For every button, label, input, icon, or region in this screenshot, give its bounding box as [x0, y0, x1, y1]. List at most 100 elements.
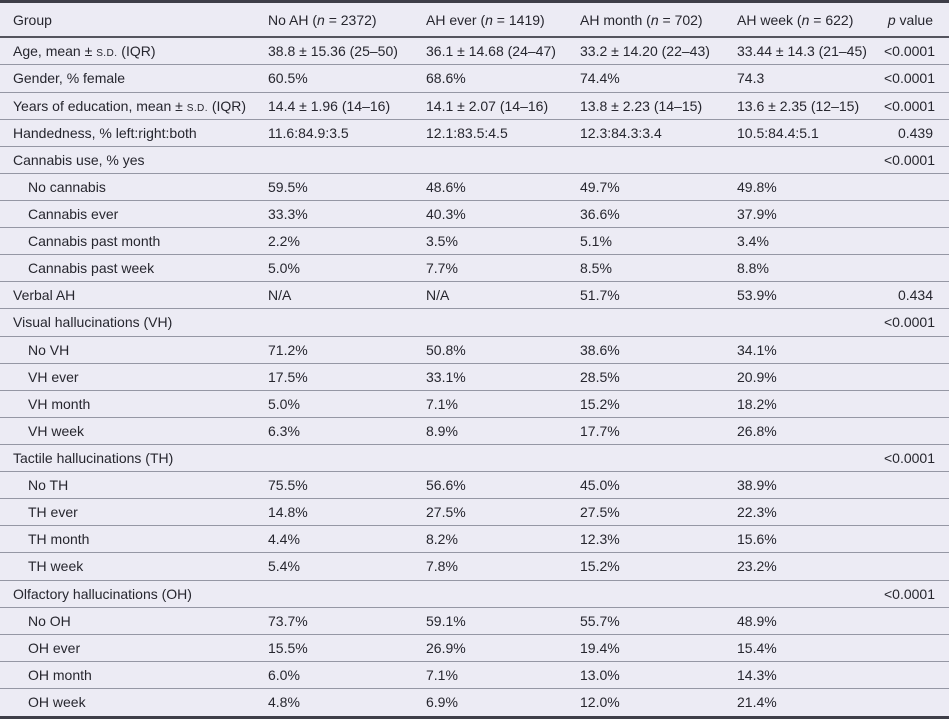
value-cell: 11.6:84.9:3.5	[255, 118, 413, 147]
value-cell: 7.8%	[413, 552, 567, 580]
value-cell: 8.2%	[413, 525, 567, 553]
value-cell: 36.1 ± 14.68 (24–47)	[426, 43, 556, 60]
group-cell: Cannabis past week	[0, 254, 255, 282]
group-cell: No cannabis	[0, 172, 255, 201]
value-cell: 49.7%	[567, 172, 724, 201]
value-cell	[413, 443, 567, 472]
group-cell: OH month	[0, 660, 255, 689]
value-cell	[255, 443, 413, 472]
value-cell: 8.5%	[567, 254, 724, 282]
header-row: Group No AH (n = 2372) AH ever (n = 1419) A…	[0, 1, 949, 38]
value-cell	[567, 145, 724, 174]
value-cell	[724, 308, 880, 337]
value-cell: 23.2%	[724, 552, 880, 580]
value-cell: 59.5%	[255, 172, 413, 201]
group-cell: VH month	[0, 389, 255, 418]
value-cell: 12.3:84.3:3.4	[567, 118, 724, 147]
table-row: Cannabis past week 5.0% 7.7% 8.5% 8.8%	[0, 254, 949, 282]
value-cell: 15.4%	[724, 633, 880, 662]
p-value-cell: <0.0001	[880, 579, 949, 608]
table-row: Verbal AH N/A N/A 51.7% 53.9% 0.434	[0, 281, 949, 309]
table-row: OH week 4.8% 6.9% 12.0% 21.4%	[0, 687, 949, 718]
value-cell: 68.6%	[413, 64, 567, 93]
p-value-cell	[880, 254, 949, 282]
table-row: OH month 6.0% 7.1% 13.0% 14.3%	[0, 660, 949, 689]
value-cell: N/A	[413, 281, 567, 309]
value-cell	[724, 579, 880, 608]
group-cell: TH week	[0, 552, 255, 580]
p-value-cell	[880, 227, 949, 255]
value-cell: 20.9%	[724, 362, 880, 391]
column-header-group: Group	[0, 1, 255, 38]
group-cell: VH week	[0, 416, 255, 445]
group-cell: Tactile hallucinations (TH)	[0, 443, 255, 472]
value-cell: 12.0%	[567, 687, 724, 718]
table-row: VH ever 17.5% 33.1% 28.5% 20.9%	[0, 362, 949, 391]
value-cell: 5.0%	[255, 254, 413, 282]
group-cell: Cannabis ever	[0, 199, 255, 228]
p-value-cell	[880, 660, 949, 689]
value-cell: 21.4%	[724, 687, 880, 718]
p-value-cell	[880, 633, 949, 662]
p-value-cell	[880, 389, 949, 418]
p-value-cell	[880, 362, 949, 391]
value-cell	[413, 579, 567, 608]
value-cell: 3.4%	[724, 227, 880, 255]
table-row: Tactile hallucinations (TH) <0.0001	[0, 443, 949, 472]
italic-symbol: n	[801, 11, 810, 28]
table-row: No cannabis 59.5% 48.6% 49.7% 49.8%	[0, 172, 949, 201]
value-cell: 13.6 ± 2.35 (12–15)	[724, 91, 880, 120]
value-cell: 7.1%	[413, 660, 567, 689]
table-row: Cannabis past month 2.2% 3.5% 5.1% 3.4%	[0, 227, 949, 255]
value-cell	[255, 308, 413, 337]
table-row: VH month 5.0% 7.1% 15.2% 18.2%	[0, 389, 949, 418]
group-cell: OH ever	[0, 633, 255, 662]
value-cell: 12.3%	[567, 525, 724, 553]
value-cell: 59.1%	[413, 606, 567, 635]
value-cell: 51.7%	[567, 281, 724, 309]
p-value-cell: <0.0001	[880, 91, 949, 120]
p-value-cell	[880, 471, 949, 499]
table-row: TH ever 14.8% 27.5% 27.5% 22.3%	[0, 498, 949, 526]
group-cell: VH ever	[0, 362, 255, 391]
italic-symbol: p	[887, 11, 896, 28]
value-cell	[567, 308, 724, 337]
table-row: No VH 71.2% 50.8% 38.6% 34.1%	[0, 335, 949, 364]
table-body: Age, mean ± s.d. (IQR) 38.8 ± 15.36 (25–5…	[0, 37, 949, 718]
value-cell	[724, 145, 880, 174]
p-value-cell: <0.0001	[880, 64, 949, 93]
table-row: Cannabis use, % yes <0.0001	[0, 145, 949, 174]
value-cell: 18.2%	[724, 389, 880, 418]
value-cell: 33.44 ± 14.3 (21–45)	[737, 43, 867, 60]
value-cell: 53.9%	[724, 281, 880, 309]
value-cell: 74.4%	[567, 64, 724, 93]
p-value-cell	[880, 606, 949, 635]
value-cell: 8.8%	[724, 254, 880, 282]
value-cell: 40.3%	[413, 199, 567, 228]
value-cell: 38.9%	[724, 471, 880, 499]
italic-symbol: n	[317, 11, 325, 28]
group-cell: Visual hallucinations (VH)	[0, 308, 255, 337]
value-cell: 7.1%	[413, 389, 567, 418]
value-cell: 33.2 ± 14.20 (22–43)	[580, 43, 710, 60]
p-value-cell	[880, 552, 949, 580]
value-cell: 6.0%	[255, 660, 413, 689]
value-cell: 74.3	[724, 64, 880, 93]
p-value-cell: <0.0001	[880, 443, 949, 472]
italic-symbol: n	[650, 11, 659, 28]
value-cell: 75.5%	[255, 471, 413, 499]
p-value-cell	[880, 172, 949, 201]
value-cell: 14.1 ± 2.07 (14–16)	[413, 91, 567, 120]
value-cell: 33.1%	[413, 362, 567, 391]
value-cell	[724, 443, 880, 472]
value-cell: 17.5%	[255, 362, 413, 391]
value-cell: 15.5%	[255, 633, 413, 662]
p-value-cell: <0.0001	[880, 308, 949, 337]
p-value-cell: 0.439	[880, 118, 949, 147]
group-cell: Olfactory hallucinations (OH)	[0, 579, 255, 608]
value-cell: 22.3%	[724, 498, 880, 526]
value-cell: 38.6%	[567, 335, 724, 364]
group-cell: TH month	[0, 525, 255, 553]
value-cell: 5.1%	[567, 227, 724, 255]
